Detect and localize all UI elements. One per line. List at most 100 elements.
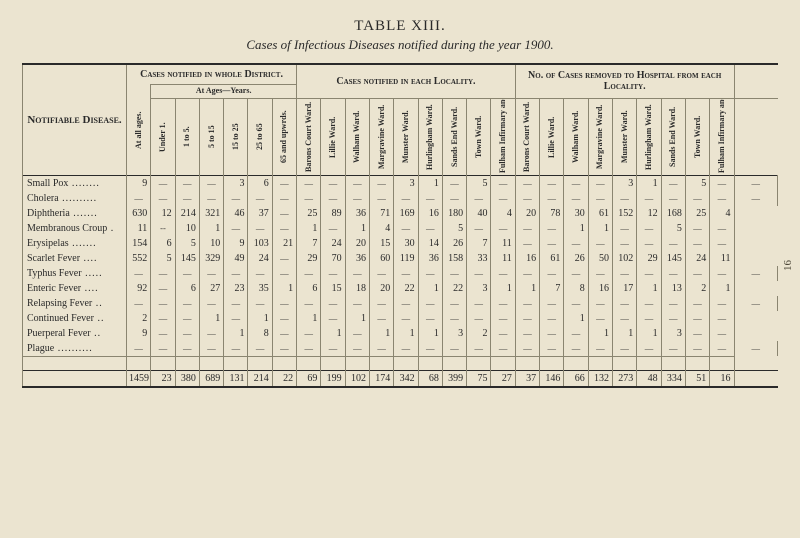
cell: 1	[564, 221, 588, 236]
loc-col-3: Margravine Ward.	[369, 98, 393, 175]
cell: 2	[685, 281, 709, 296]
cell: 1	[588, 326, 612, 341]
cell: —	[613, 236, 637, 251]
table-row: Puerperal Fever ..9———18——1—11132————111…	[23, 326, 778, 341]
cell: —	[661, 236, 685, 251]
cell: —	[175, 266, 199, 281]
cell: 27	[491, 371, 515, 388]
table-row: Enteric Fever ....92—6272335161518202212…	[23, 281, 778, 296]
cell: —	[248, 191, 272, 206]
cell: —	[588, 341, 612, 357]
cell: —	[540, 236, 564, 251]
cell: 103	[248, 236, 272, 251]
cell: —	[467, 296, 491, 311]
cell: —	[734, 341, 777, 357]
cell: 68	[418, 371, 442, 388]
cell: 380	[175, 371, 199, 388]
cell: 7	[467, 236, 491, 251]
cell: —	[540, 326, 564, 341]
cell: —	[515, 341, 539, 357]
cell: 334	[661, 371, 685, 388]
cell: 1	[345, 311, 369, 326]
cell: 119	[394, 251, 418, 266]
cell: —	[394, 341, 418, 357]
disease-name: Scarlet Fever ....	[23, 251, 127, 266]
cell: --	[151, 221, 175, 236]
cell: —	[297, 326, 321, 341]
cell: —	[272, 221, 296, 236]
cell: 40	[467, 206, 491, 221]
cell: —	[710, 221, 734, 236]
cell: 1	[248, 311, 272, 326]
cell: 22	[442, 281, 466, 296]
cell: —	[661, 296, 685, 311]
cell: 20	[369, 281, 393, 296]
cell: —	[418, 296, 442, 311]
cell: —	[394, 266, 418, 281]
cell: 1	[394, 326, 418, 341]
cell: —	[613, 221, 637, 236]
cell: —	[588, 191, 612, 206]
age-col-2: 1 to 5.	[175, 98, 199, 175]
cell: —	[297, 191, 321, 206]
cell: —	[175, 341, 199, 357]
disease-name: Small Pox ........	[23, 175, 127, 191]
cell: —	[418, 221, 442, 236]
cell: —	[710, 341, 734, 357]
cell: 11	[127, 221, 151, 236]
cell: —	[442, 191, 466, 206]
cell: —	[588, 296, 612, 311]
cell: —	[442, 296, 466, 311]
cell: 75	[467, 371, 491, 388]
cell: —	[588, 266, 612, 281]
cell: 180	[442, 206, 466, 221]
table-title: TABLE XIII.	[22, 18, 778, 35]
cell: —	[321, 175, 345, 191]
cell: 273	[613, 371, 637, 388]
cell: —	[369, 311, 393, 326]
cell: 5	[442, 221, 466, 236]
cell: —	[224, 341, 248, 357]
table-row: Continued Fever ..2——1—1—1—1————————1———…	[23, 311, 778, 326]
cell: 27	[199, 281, 223, 296]
cell: —	[151, 266, 175, 281]
cell: 15	[321, 281, 345, 296]
cell: 14	[418, 236, 442, 251]
table-head: Notifiable Disease. Cases notified in wh…	[23, 64, 778, 175]
loc-col-5: Hurlingham Ward.	[418, 98, 442, 175]
cell: —	[637, 266, 661, 281]
table-row: Relapsing Fever ..——————————————————————…	[23, 296, 778, 311]
cell: —	[321, 221, 345, 236]
cell: —	[540, 341, 564, 357]
cell: 199	[321, 371, 345, 388]
cell: 37	[248, 206, 272, 221]
cell: 78	[540, 206, 564, 221]
cell: 1	[199, 221, 223, 236]
cell: 11	[491, 236, 515, 251]
age-col-5: 25 to 65	[248, 98, 272, 175]
cell: —	[685, 296, 709, 311]
cell: —	[564, 326, 588, 341]
disease-name: Cholera ..........	[23, 191, 127, 206]
cell: 1	[637, 175, 661, 191]
cell: —	[467, 341, 491, 357]
cell: 3	[442, 326, 466, 341]
cell: —	[613, 296, 637, 311]
cell: 5	[467, 175, 491, 191]
cell: —	[442, 266, 466, 281]
cell: 3	[224, 175, 248, 191]
cell: —	[588, 175, 612, 191]
cell: 9	[224, 236, 248, 251]
cell: —	[661, 175, 685, 191]
cell: —	[272, 296, 296, 311]
cell: —	[613, 311, 637, 326]
cell: —	[564, 266, 588, 281]
cell: 1	[515, 281, 539, 296]
disease-name: Erysipelas .......	[23, 236, 127, 251]
grp-district-ages: At Ages—Years.	[151, 85, 297, 99]
cell: 214	[248, 371, 272, 388]
cell: 630	[127, 206, 151, 221]
cell: —	[272, 266, 296, 281]
cell: 214	[175, 206, 199, 221]
cell: —	[491, 311, 515, 326]
